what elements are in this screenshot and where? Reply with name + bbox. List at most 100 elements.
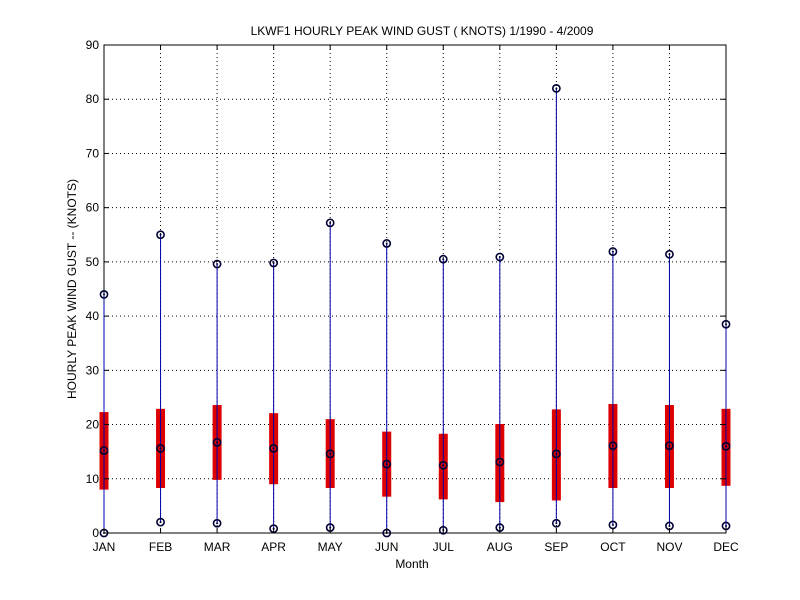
y-axis-ticks: 0 10 20 30 40 50 60 70 80 90 [86, 38, 726, 540]
max-marker-dot [668, 253, 671, 256]
y-tick-label: 0 [92, 526, 99, 540]
max-marker-dot [555, 87, 558, 90]
x-tick-label: DEC [713, 540, 739, 554]
median-marker [608, 441, 618, 451]
median-marker-dot [272, 447, 275, 450]
min-marker-dot [725, 524, 727, 527]
max-marker-dot [498, 256, 501, 259]
box-plot-marks [99, 83, 731, 538]
max-marker [269, 258, 279, 268]
median-marker-dot [103, 449, 105, 452]
max-marker [156, 230, 165, 240]
median-marker [99, 446, 109, 455]
max-marker-dot [159, 233, 162, 236]
max-marker [665, 249, 674, 259]
median-marker [665, 441, 674, 451]
min-marker [438, 525, 448, 535]
y-tick-label: 10 [86, 472, 100, 486]
max-marker [551, 83, 561, 93]
min-marker-dot [216, 522, 219, 525]
max-marker-dot [442, 258, 445, 261]
median-marker [551, 449, 561, 459]
median-marker [382, 459, 392, 469]
box-group [325, 218, 335, 532]
max-marker-dot [385, 242, 388, 245]
x-axis-label: Month [395, 557, 428, 571]
y-tick-label: 30 [86, 363, 100, 377]
median-marker-dot [668, 444, 671, 447]
min-marker-dot [611, 523, 614, 526]
max-marker [99, 290, 109, 299]
y-axis-label: HOURLY PEAK WIND GUST -- (KNOTS) [65, 179, 79, 399]
median-marker [721, 441, 731, 451]
y-tick-label: 20 [86, 418, 100, 432]
max-marker-dot [329, 221, 332, 224]
median-marker-dot [385, 463, 388, 466]
x-tick-label: JAN [93, 540, 116, 554]
median-marker [156, 444, 165, 453]
box-group [382, 239, 392, 538]
min-marker-dot [668, 524, 671, 527]
max-marker-dot [725, 323, 727, 326]
max-marker [495, 252, 505, 262]
min-marker [551, 518, 561, 528]
x-axis-ticks: JAN FEB MAR APR MAY JUN JUL AUG SEP OCT NOV DEC [93, 45, 739, 554]
median-marker [325, 449, 335, 459]
median-marker-dot [329, 452, 332, 455]
y-tick-label: 40 [86, 309, 100, 323]
median-marker-dot [216, 441, 219, 444]
x-tick-label: NOV [656, 540, 682, 554]
min-marker-dot [159, 521, 162, 524]
x-tick-label: FEB [149, 540, 172, 554]
box-group [608, 247, 618, 530]
median-marker [269, 444, 279, 453]
max-marker [325, 218, 335, 228]
max-marker-dot [611, 250, 614, 253]
box-group [156, 230, 166, 527]
y-tick-label: 90 [86, 38, 100, 52]
min-marker [212, 518, 222, 528]
x-tick-label: AUG [487, 540, 513, 554]
y-tick-label: 60 [86, 201, 100, 215]
max-marker [212, 259, 222, 269]
max-marker [608, 247, 618, 256]
box-group [212, 259, 222, 528]
median-marker-dot [498, 460, 501, 463]
median-marker-dot [555, 452, 558, 455]
median-marker-dot [159, 447, 162, 450]
box-group [99, 290, 109, 538]
min-marker-dot [555, 522, 558, 525]
box-group [721, 319, 731, 531]
x-tick-label: JUN [375, 540, 398, 554]
y-tick-label: 50 [86, 255, 100, 269]
max-marker-dot [272, 261, 275, 264]
box-group [664, 249, 674, 531]
median-marker [495, 457, 505, 467]
x-tick-label: MAR [204, 540, 231, 554]
max-marker-dot [216, 263, 219, 266]
y-tick-label: 70 [86, 146, 100, 160]
max-marker-dot [103, 293, 105, 296]
chart-title: LKWF1 HOURLY PEAK WIND GUST ( KNOTS) 1/1… [251, 24, 594, 38]
y-tick-label: 80 [86, 92, 100, 106]
x-tick-label: SEP [544, 540, 568, 554]
median-marker [212, 438, 222, 447]
median-marker-dot [442, 464, 445, 467]
x-tick-label: JUL [433, 540, 455, 554]
max-marker [438, 254, 448, 264]
x-tick-label: APR [261, 540, 286, 554]
max-marker [382, 239, 392, 248]
box-group [438, 254, 448, 535]
max-marker [721, 319, 731, 329]
x-tick-label: MAY [318, 540, 343, 554]
min-marker [156, 517, 165, 527]
box-group [269, 258, 279, 534]
plot-area-frame [103, 44, 727, 534]
median-marker [438, 460, 448, 470]
median-marker-dot [611, 444, 614, 447]
x-tick-label: OCT [600, 540, 626, 554]
box-group [551, 83, 561, 528]
median-marker-dot [725, 445, 727, 448]
